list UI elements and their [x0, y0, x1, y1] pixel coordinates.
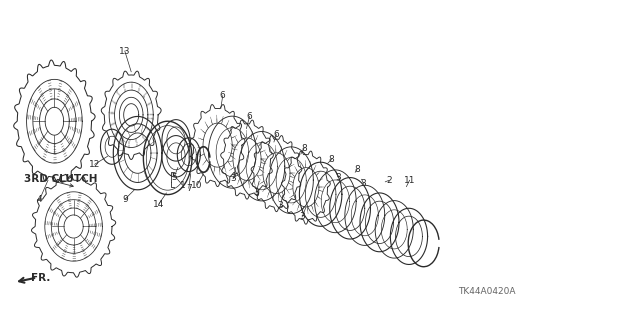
- Text: 9: 9: [122, 195, 127, 204]
- Text: 6: 6: [220, 91, 225, 100]
- Text: 1: 1: [180, 181, 185, 189]
- Text: 4: 4: [37, 195, 42, 204]
- Text: 10: 10: [191, 181, 203, 189]
- Text: 3: 3: [361, 179, 366, 188]
- Text: 3: 3: [335, 173, 340, 182]
- Text: 8: 8: [355, 165, 360, 174]
- Text: 8: 8: [301, 144, 307, 153]
- Text: TK44A0420A: TK44A0420A: [458, 287, 515, 296]
- Text: 13: 13: [119, 47, 131, 56]
- Text: 3: 3: [300, 212, 305, 221]
- Text: 3: 3: [278, 201, 283, 210]
- Text: 3RD CLUTCH: 3RD CLUTCH: [24, 174, 98, 184]
- Text: 6: 6: [247, 112, 252, 121]
- Text: 12: 12: [89, 160, 100, 169]
- Text: 14: 14: [153, 200, 164, 209]
- Text: 3: 3: [253, 189, 259, 197]
- Text: 7: 7: [186, 184, 191, 193]
- Text: 8: 8: [329, 155, 334, 164]
- Text: 3: 3: [231, 174, 236, 183]
- Text: 6: 6: [274, 130, 279, 139]
- Text: 5: 5: [172, 173, 177, 182]
- Text: FR.: FR.: [31, 273, 50, 284]
- Text: 2: 2: [387, 176, 392, 185]
- Text: 11: 11: [404, 176, 415, 185]
